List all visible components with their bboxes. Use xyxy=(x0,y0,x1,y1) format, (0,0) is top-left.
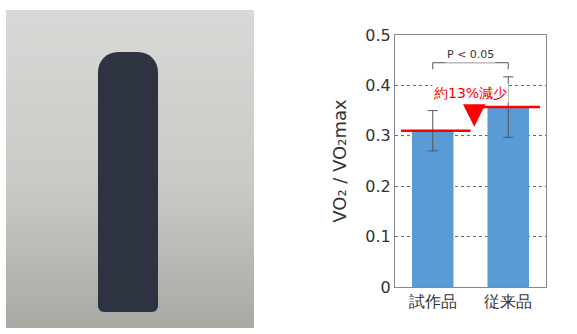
svg-text:約13%減少: 約13%減少 xyxy=(434,85,507,101)
svg-text:0.4: 0.4 xyxy=(365,76,390,95)
svg-text:0.3: 0.3 xyxy=(365,126,390,145)
svg-text:従来品: 従来品 xyxy=(484,292,532,311)
svg-text:0.2: 0.2 xyxy=(365,177,390,196)
svg-text:試作品: 試作品 xyxy=(409,292,457,311)
svg-text:VO₂ / VO₂max: VO₂ / VO₂max xyxy=(329,99,350,223)
svg-text:0.1: 0.1 xyxy=(365,227,390,246)
svg-text:P < 0.05: P < 0.05 xyxy=(447,48,494,61)
svg-text:0.5: 0.5 xyxy=(365,26,390,45)
svg-text:0: 0 xyxy=(381,278,391,297)
